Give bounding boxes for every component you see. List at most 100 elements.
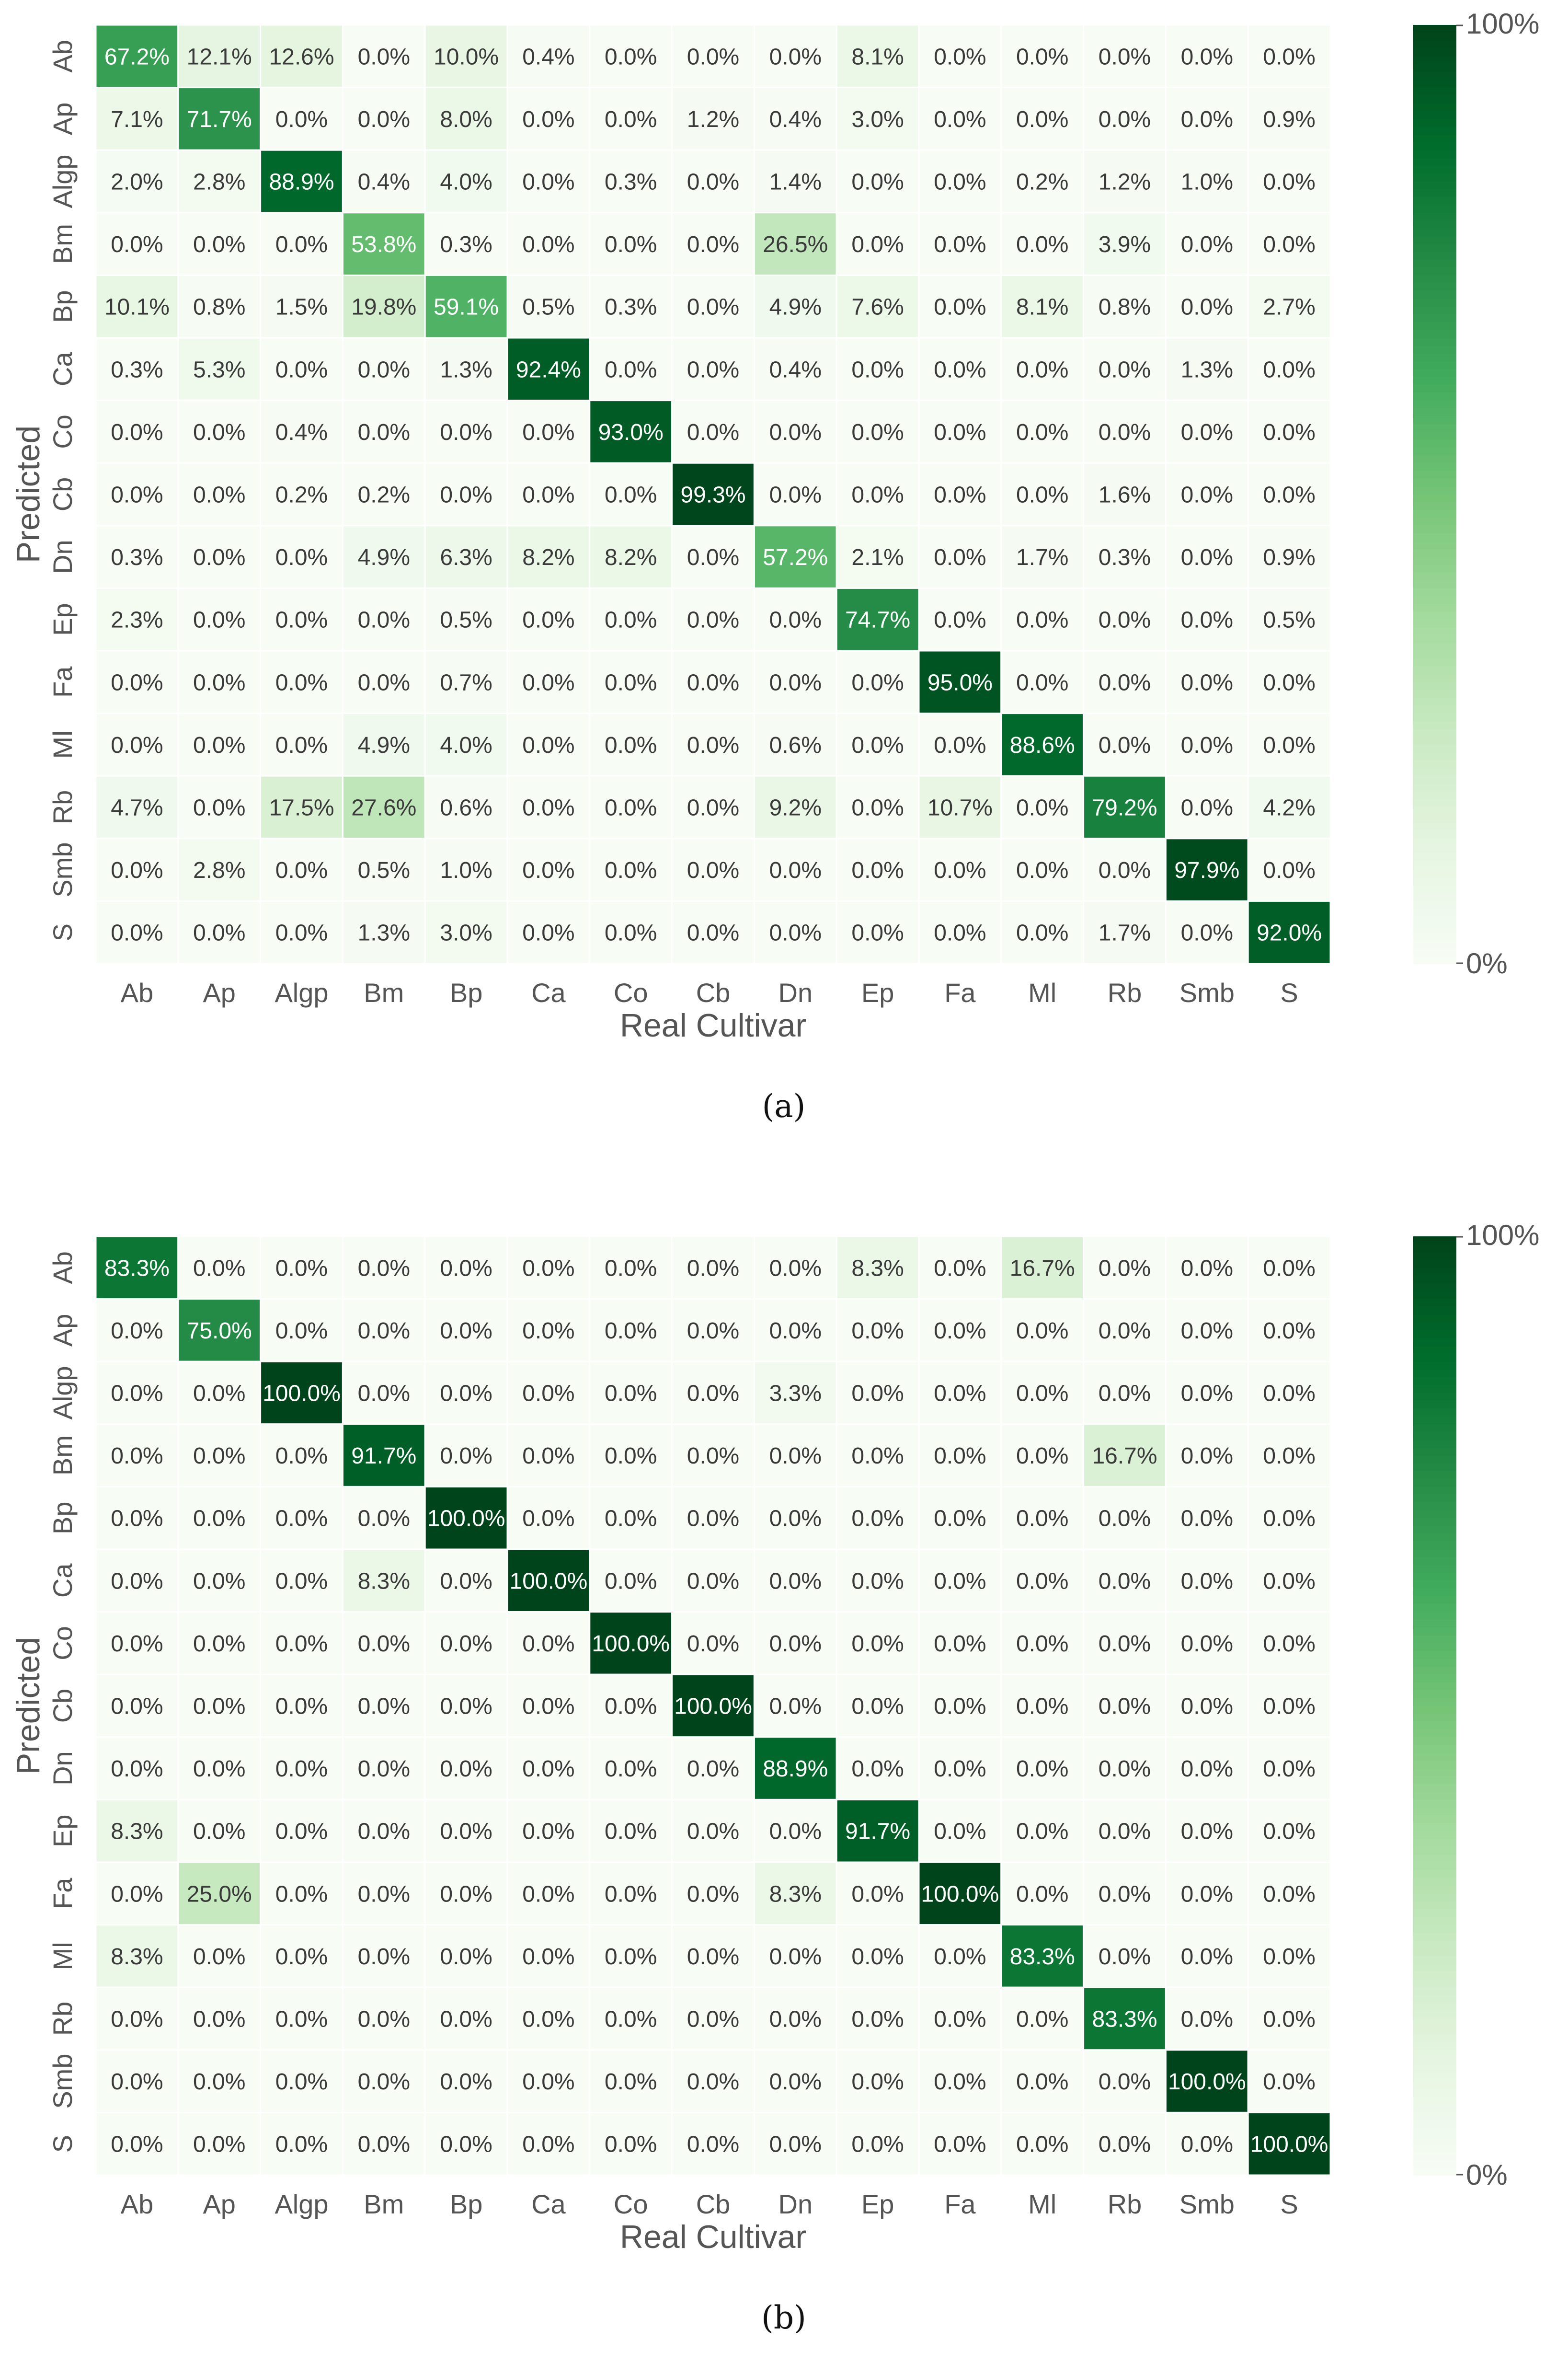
colorbar-gradient-step <box>1413 165 1456 174</box>
cell-value-label: 0.0% <box>1181 1944 1233 1970</box>
heatmap-cell <box>589 1736 673 1800</box>
colorbar-gradient-step <box>1413 2120 1456 2129</box>
cell-value-label: 0.0% <box>1263 1631 1315 1657</box>
cell-value-label: 0.0% <box>934 1631 986 1657</box>
cell-value-label: 0.0% <box>1263 1506 1315 1532</box>
heatmap-cell <box>342 525 426 589</box>
colorbar-gradient-step <box>1413 384 1456 393</box>
x-tick-label: Ml <box>1028 2189 1056 2219</box>
cell-value-label: 0.0% <box>687 921 739 946</box>
heatmap-cell <box>260 1861 343 1926</box>
x-axis-title: Real Cultivar <box>620 1007 806 1044</box>
cell-value-label: 0.0% <box>358 1819 410 1844</box>
heatmap-cell <box>177 462 262 527</box>
colorbar-gradient-step <box>1413 666 1456 675</box>
colorbar-gradient-step <box>1413 1987 1456 1996</box>
heatmap-cell <box>177 1298 262 1362</box>
cell-value-label: 0.0% <box>275 1443 328 1469</box>
heatmap-cell <box>95 149 179 214</box>
cell-value-label: 0.0% <box>193 420 245 445</box>
cell-value-label: 0.0% <box>440 1443 492 1469</box>
cell-value-label: 0.0% <box>769 1631 822 1657</box>
colorbar-gradient-step <box>1413 1815 1456 1824</box>
colorbar-gradient-step <box>1413 56 1456 65</box>
colorbar-gradient-step <box>1413 95 1456 104</box>
heatmap-cell <box>95 525 179 589</box>
cell-value-label: 0.0% <box>440 2007 492 2032</box>
cell-value-label: 0.3% <box>111 545 163 570</box>
cell-value-label: 0.5% <box>440 608 492 633</box>
cell-value-label: 0.0% <box>440 1881 492 1907</box>
cell-value-label: 0.0% <box>1016 232 1068 257</box>
colorbar-gradient-step <box>1413 1839 1456 1847</box>
cell-value-label: 0.0% <box>522 921 574 946</box>
cell-value-label: 0.0% <box>851 170 904 195</box>
x-tick-label: Bp <box>450 978 483 1008</box>
heatmap-cell <box>753 1611 837 1675</box>
cell-value-label: 0.0% <box>111 1694 163 1719</box>
colorbar-gradient-step <box>1413 306 1456 315</box>
heatmap-cell <box>918 462 1002 527</box>
cell-value-label: 0.0% <box>934 1694 986 1719</box>
cell-value-label: 0.0% <box>1263 1443 1315 1469</box>
cell-value-label: 0.0% <box>193 1756 245 1782</box>
heatmap-cell <box>1165 24 1249 89</box>
colorbar-gradient-step <box>1413 1314 1456 1323</box>
cell-value-label: 0.0% <box>687 545 739 570</box>
x-tick-label: Bp <box>450 2189 483 2219</box>
cell-value-label: 0.0% <box>769 1568 822 1594</box>
colorbar-gradient-step <box>1413 502 1456 511</box>
heatmap-cell <box>1000 2049 1085 2113</box>
cell-value-label: 0.0% <box>687 1944 739 1970</box>
colorbar-gradient-step <box>1413 737 1456 745</box>
heatmap-cell <box>918 838 1002 902</box>
colorbar-gradient-step <box>1413 220 1456 229</box>
cell-value-label: 0.0% <box>1099 858 1151 883</box>
heatmap-cell <box>506 525 591 589</box>
heatmap-cell <box>506 337 591 402</box>
cell-value-label: 0.0% <box>111 1881 163 1907</box>
heatmap-cell <box>1247 337 1331 402</box>
colorbar-gradient-step <box>1413 1784 1456 1793</box>
heatmap-cell <box>1247 650 1331 715</box>
colorbar-gradient-step <box>1413 1604 1456 1613</box>
cell-value-label: 0.0% <box>358 1631 410 1657</box>
y-tick-label: Fa <box>47 1878 78 1909</box>
heatmap-cell <box>1247 587 1331 652</box>
heatmap-cell <box>1083 1924 1167 1988</box>
cell-value-label: 0.0% <box>522 1756 574 1782</box>
cell-value-label: 0.0% <box>851 1443 904 1469</box>
heatmap-cell <box>95 1548 179 1613</box>
y-tick-label: Algp <box>47 154 78 208</box>
cell-value-label: 0.0% <box>358 2132 410 2157</box>
cell-value-label: 0.0% <box>522 733 574 758</box>
heatmap-cell <box>836 587 920 652</box>
cell-value-label: 0.0% <box>605 1318 657 1344</box>
cell-value-label: 0.0% <box>193 2069 245 2095</box>
cell-value-label: 0.0% <box>769 2069 822 2095</box>
heatmap-cell <box>260 87 343 151</box>
cell-value-label: 0.0% <box>358 1756 410 1782</box>
heatmap-cell <box>260 1736 343 1800</box>
cell-value-label: 0.0% <box>769 2007 822 2032</box>
y-tick-label: Ep <box>47 1814 78 1847</box>
cell-value-label: 8.3% <box>769 1881 822 1907</box>
colorbar-gradient-step <box>1413 1557 1456 1566</box>
cell-value-label: 0.0% <box>1099 1506 1151 1532</box>
cell-value-label: 4.9% <box>358 545 410 570</box>
cell-value-label: 0.0% <box>934 483 986 508</box>
cell-value-label: 0.0% <box>440 1756 492 1782</box>
heatmap-cell <box>918 1486 1002 1550</box>
colorbar-gradient-step <box>1413 1885 1456 1894</box>
heatmap-cell <box>1165 1360 1249 1425</box>
colorbar-gradient-step <box>1413 1322 1456 1331</box>
x-tick-label: Rb <box>1108 978 1142 1008</box>
heatmap-cell <box>918 2111 1002 2176</box>
heatmap-cell <box>1083 1235 1167 1300</box>
heatmap-cell <box>1247 87 1331 151</box>
colorbar-gradient-step <box>1413 1236 1456 1245</box>
heatmap-cell <box>506 900 591 965</box>
heatmap-cell <box>918 1360 1002 1425</box>
colorbar-gradient-step <box>1413 1979 1456 1988</box>
colorbar-gradient-step <box>1413 314 1456 323</box>
